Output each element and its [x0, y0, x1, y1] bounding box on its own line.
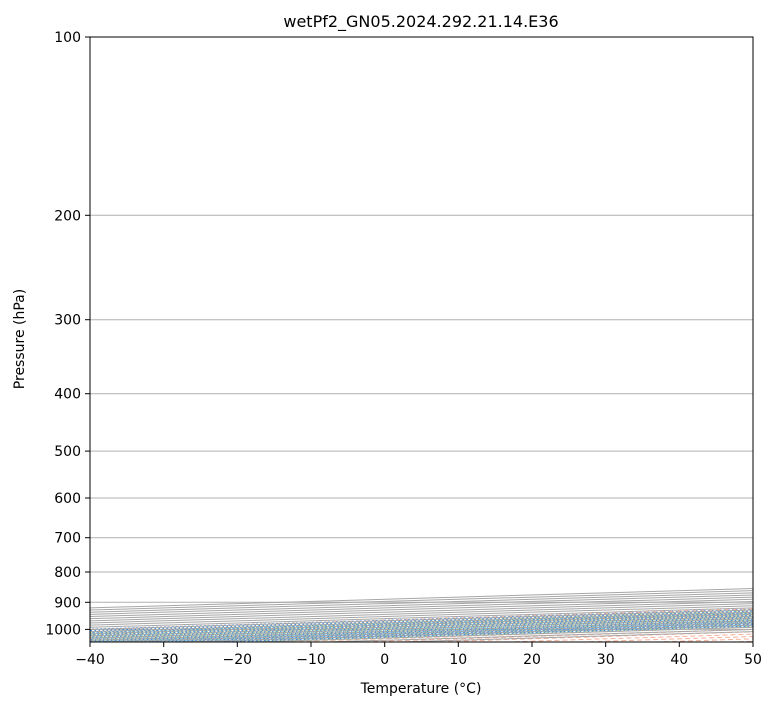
y-tick-label: 500 [54, 444, 81, 460]
y-tick-label: 900 [54, 595, 81, 611]
x-tick-label: −20 [223, 652, 253, 668]
x-tick-label: 40 [670, 652, 688, 668]
y-tick-label: 1000 [45, 622, 81, 638]
y-tick-label: 600 [54, 491, 81, 507]
y-tick-label: 700 [54, 531, 81, 547]
y-tick-label: 300 [54, 313, 81, 329]
mixing-ratio-line [90, 610, 753, 632]
y-axis-label: Pressure (hPa) [12, 289, 28, 389]
plot-frame [89, 36, 754, 643]
x-tick-label: −30 [149, 652, 179, 668]
x-tick-label: 0 [380, 652, 389, 668]
x-axis-ticks: −40 −30 −20 −10 0 10 20 30 40 50 [75, 642, 762, 668]
plot-area: -100-90-80-70-60-50-40-30-20-100.10.20.4… [90, 37, 753, 642]
x-tick-label: −40 [75, 652, 105, 668]
x-tick-label: −10 [296, 652, 326, 668]
x-axis-label: Temperature (°C) [360, 681, 482, 697]
y-axis-ticks: 100 200 300 400 500 600 700 800 900 1000 [45, 30, 90, 638]
x-tick-label: 20 [523, 652, 541, 668]
y-tick-label: 200 [54, 208, 81, 224]
x-tick-label: 30 [597, 652, 615, 668]
chart-title: wetPf2_GN05.2024.292.21.14.E36 [283, 12, 558, 32]
y-tick-label: 400 [54, 387, 81, 403]
x-tick-label: 50 [744, 652, 762, 668]
y-tick-label: 100 [54, 30, 81, 46]
x-tick-label: 10 [449, 652, 467, 668]
y-tick-label: 800 [54, 565, 81, 581]
